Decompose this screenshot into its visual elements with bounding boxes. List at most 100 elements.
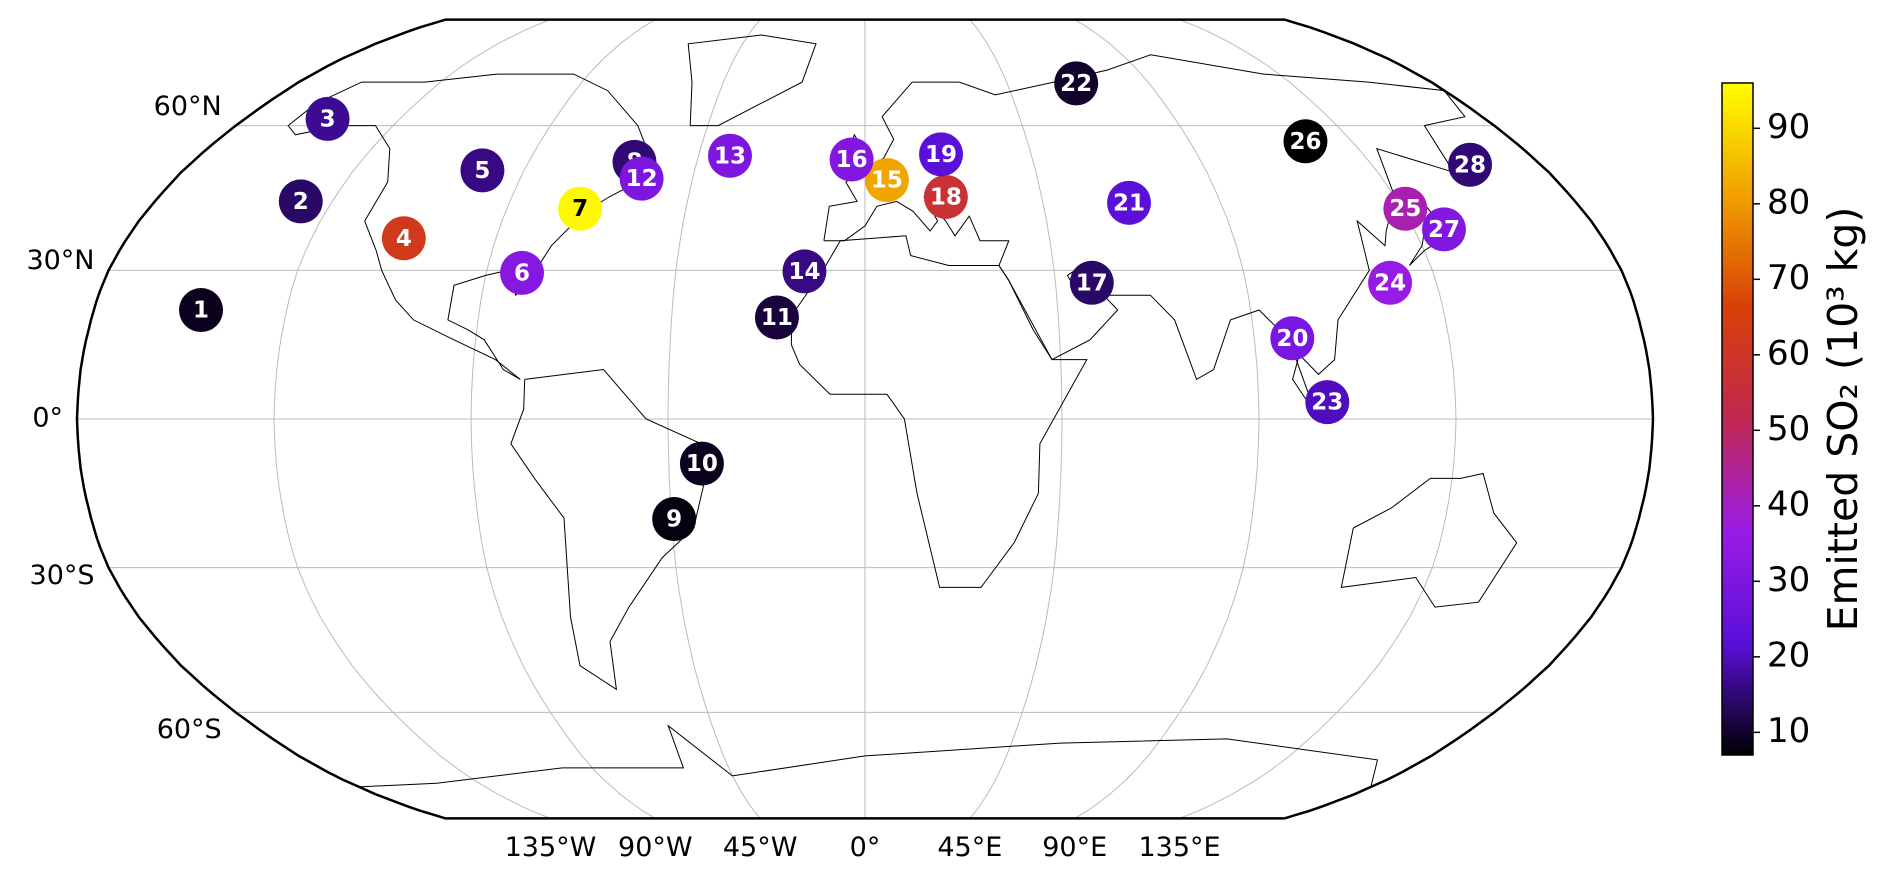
station: 9 bbox=[652, 497, 697, 542]
station: 23 bbox=[1305, 380, 1350, 425]
lat-label: 30°S bbox=[30, 560, 95, 591]
station: 18 bbox=[923, 174, 968, 219]
station-marker bbox=[1054, 61, 1099, 106]
axis-labels: 60°N 30°N 0° 30°S 60°S 135°W 90°W 45°W 0° 45°E 90°… bbox=[26, 91, 1220, 863]
station-number: 17 bbox=[1076, 270, 1108, 296]
coastline bbox=[510, 368, 713, 691]
colorbar-tick-label: 80 bbox=[1767, 182, 1810, 222]
station: 7 bbox=[558, 186, 603, 231]
station-number: 9 bbox=[666, 507, 682, 533]
station-number: 3 bbox=[320, 106, 336, 132]
station-number: 22 bbox=[1060, 71, 1092, 97]
lat-label: 60°S bbox=[157, 714, 222, 745]
station-number: 21 bbox=[1113, 190, 1145, 216]
colorbar-tick-label: 10 bbox=[1767, 711, 1810, 751]
coastline bbox=[1408, 196, 1441, 266]
station-number: 14 bbox=[788, 259, 820, 285]
coastline bbox=[687, 34, 817, 127]
station-number: 7 bbox=[572, 196, 588, 222]
station-marker bbox=[754, 295, 799, 340]
coastline bbox=[823, 54, 1466, 415]
station-marker bbox=[1069, 260, 1114, 305]
station: 27 bbox=[1421, 207, 1466, 252]
station-number: 27 bbox=[1428, 217, 1460, 243]
graticule bbox=[77, 19, 1653, 819]
station: 21 bbox=[1107, 180, 1152, 225]
station-number: 28 bbox=[1454, 152, 1486, 178]
colorbar-title: Emitted SO₂ (10³ kg) bbox=[1819, 207, 1867, 632]
lon-label: 90°E bbox=[1042, 832, 1107, 863]
lon-label: 135°W bbox=[505, 832, 597, 863]
station-number: 4 bbox=[396, 226, 412, 252]
colorbar-tick-label: 40 bbox=[1767, 484, 1810, 524]
station-marker bbox=[619, 156, 664, 201]
station-marker bbox=[460, 148, 505, 193]
station-number: 26 bbox=[1289, 129, 1321, 155]
station-number: 16 bbox=[836, 147, 868, 173]
station-marker bbox=[1448, 142, 1493, 187]
lon-label: 135°E bbox=[1138, 832, 1220, 863]
colorbar: 10 20 30 40 50 60 70 80 90 Emitted SO₂ (10³ kg) bbox=[1721, 82, 1867, 756]
station-number: 24 bbox=[1374, 270, 1406, 296]
map-outline bbox=[75, 18, 1655, 820]
coastline bbox=[287, 73, 657, 380]
station-marker bbox=[919, 132, 964, 177]
lat-label: 60°N bbox=[154, 91, 222, 122]
colorbar-tick-label: 20 bbox=[1767, 635, 1810, 675]
station: 17 bbox=[1069, 260, 1114, 305]
station: 1 bbox=[179, 288, 224, 333]
station-number: 6 bbox=[514, 260, 530, 286]
coastline bbox=[790, 235, 1088, 588]
station-marker bbox=[1270, 316, 1315, 361]
station-number: 13 bbox=[714, 143, 746, 169]
station-marker bbox=[1368, 260, 1413, 305]
station: 12 bbox=[619, 156, 664, 201]
station-marker bbox=[1283, 119, 1328, 164]
station-marker bbox=[179, 288, 224, 333]
station-number: 12 bbox=[626, 166, 658, 192]
station-marker bbox=[864, 158, 909, 203]
station: 5 bbox=[460, 148, 505, 193]
station-number: 11 bbox=[761, 305, 793, 331]
station-marker bbox=[278, 179, 323, 224]
station-marker bbox=[500, 250, 545, 295]
station: 25 bbox=[1383, 186, 1428, 231]
station: 15 bbox=[864, 158, 909, 203]
lon-label: 0° bbox=[850, 832, 881, 863]
station-marker bbox=[652, 497, 697, 542]
station: 22 bbox=[1054, 61, 1099, 106]
station: 14 bbox=[782, 249, 827, 294]
colorbar-scale bbox=[1721, 82, 1754, 756]
station-number: 19 bbox=[925, 142, 957, 168]
station-number: 23 bbox=[1311, 390, 1343, 416]
station-number: 20 bbox=[1276, 326, 1308, 352]
station-marker bbox=[707, 133, 752, 178]
station-marker bbox=[923, 174, 968, 219]
station: 10 bbox=[679, 441, 724, 486]
lat-label: 30°N bbox=[26, 245, 94, 276]
colorbar-tick-label: 50 bbox=[1767, 409, 1810, 449]
station-number: 1 bbox=[193, 298, 209, 324]
station: 2 bbox=[278, 179, 323, 224]
lon-label: 45°W bbox=[723, 832, 798, 863]
station: 20 bbox=[1270, 316, 1315, 361]
lon-label: 90°W bbox=[618, 832, 693, 863]
station-marker bbox=[782, 249, 827, 294]
station: 24 bbox=[1368, 260, 1413, 305]
colorbar-tick-label: 90 bbox=[1767, 107, 1810, 147]
coastline bbox=[359, 724, 1379, 788]
coastline bbox=[1340, 472, 1518, 608]
station-marker bbox=[1305, 380, 1350, 425]
station-marker bbox=[1383, 186, 1428, 231]
station: 6 bbox=[500, 250, 545, 295]
station: 13 bbox=[707, 133, 752, 178]
station-number: 18 bbox=[930, 184, 962, 210]
station: 4 bbox=[381, 216, 426, 261]
station-marker bbox=[679, 441, 724, 486]
markers: 1234567891011121314151617181920212223242… bbox=[179, 61, 1493, 542]
station-number: 25 bbox=[1389, 196, 1421, 222]
station: 26 bbox=[1283, 119, 1328, 164]
colorbar-tick-label: 60 bbox=[1767, 333, 1810, 373]
